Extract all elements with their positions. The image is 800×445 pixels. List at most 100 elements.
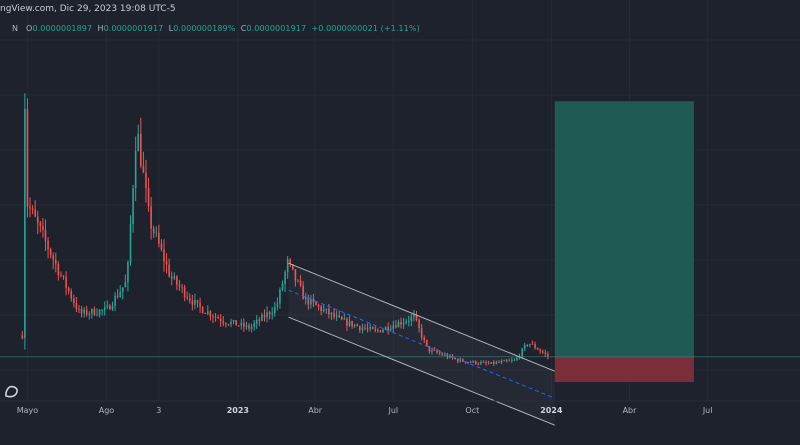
candle-body xyxy=(415,314,418,321)
x-tick-label: Oct xyxy=(465,406,479,415)
candle-body xyxy=(544,352,547,354)
ohlc-prefix: N xyxy=(12,24,19,33)
candle-body xyxy=(83,309,85,314)
candle-body xyxy=(145,172,147,188)
candle-body xyxy=(219,318,222,322)
candle-body xyxy=(304,296,307,300)
candle-body xyxy=(485,362,487,364)
candle-body xyxy=(73,298,75,304)
candle-body xyxy=(173,276,176,279)
candle-body xyxy=(201,307,204,314)
candle-body xyxy=(480,362,482,364)
candle-body xyxy=(163,249,165,262)
candle-body xyxy=(49,249,52,256)
candle-body xyxy=(441,353,444,356)
candle-body xyxy=(338,315,341,317)
candle-body xyxy=(44,229,47,241)
candle-body xyxy=(521,348,523,357)
candle-body xyxy=(325,308,328,310)
candle-body xyxy=(207,311,209,314)
candle-body xyxy=(379,330,382,333)
candle-body xyxy=(281,283,284,290)
candle-body xyxy=(160,243,163,250)
candle-body xyxy=(395,325,397,328)
candle-body xyxy=(271,313,274,315)
candle-body xyxy=(232,320,235,322)
candle-body xyxy=(474,360,477,364)
candle-body xyxy=(31,208,34,210)
candle-body xyxy=(438,352,441,354)
candle-body xyxy=(405,321,407,323)
candle-body xyxy=(114,295,116,307)
candle-body xyxy=(361,327,364,330)
candle-body xyxy=(142,166,145,173)
candle-body xyxy=(469,361,472,363)
candle-body xyxy=(243,322,245,327)
candle-body xyxy=(353,324,356,327)
candle-body xyxy=(147,187,150,207)
candle-body xyxy=(109,305,111,310)
candle-body xyxy=(374,328,377,331)
candle-body xyxy=(340,316,343,320)
candle-body xyxy=(47,240,49,250)
candle-body xyxy=(369,327,371,329)
candle-body xyxy=(29,206,31,209)
candle-body xyxy=(209,311,212,317)
candle-body xyxy=(529,343,531,346)
candle-body xyxy=(103,307,106,310)
candle-body xyxy=(21,335,24,339)
candle-body xyxy=(227,324,230,325)
candle-body xyxy=(366,328,369,330)
candle-body xyxy=(317,305,320,307)
candle-body xyxy=(348,320,351,326)
candle-body xyxy=(526,345,529,346)
ohlc-high: 0.0000001917 xyxy=(103,24,164,33)
candle-body xyxy=(96,314,98,316)
candle-body xyxy=(508,360,511,362)
candle-body xyxy=(137,133,140,151)
candle-body xyxy=(428,346,431,352)
candle-body xyxy=(346,318,348,326)
logo-icon xyxy=(5,385,18,398)
channel-lower xyxy=(288,316,555,426)
candle-body xyxy=(34,209,36,217)
candle-body xyxy=(240,322,243,326)
candle-body xyxy=(320,306,322,312)
candle-body xyxy=(328,308,330,315)
candle-body xyxy=(181,286,183,288)
candle-body xyxy=(356,324,359,327)
candle-body xyxy=(351,320,353,327)
candle-body xyxy=(423,337,426,340)
candle-body xyxy=(60,275,62,277)
candle-body xyxy=(116,295,119,297)
candle-body xyxy=(127,262,129,283)
candle-body xyxy=(436,350,438,353)
candle-body xyxy=(322,309,325,312)
x-tick-label: Mayo xyxy=(17,406,39,415)
candle-body xyxy=(302,285,304,300)
candle-body xyxy=(410,316,413,321)
candle-body xyxy=(140,133,142,167)
candle-body xyxy=(129,223,132,263)
candle-body xyxy=(155,232,158,234)
candle-body xyxy=(294,269,297,281)
candle-body xyxy=(183,287,186,298)
candle-body xyxy=(253,323,255,327)
candle-body xyxy=(191,300,194,305)
candle-body xyxy=(36,216,39,223)
candle-body xyxy=(188,298,191,301)
candle-body xyxy=(531,343,534,345)
candle-body xyxy=(248,325,250,329)
candle-body xyxy=(418,320,420,329)
candle-body xyxy=(516,357,518,360)
candle-body xyxy=(426,339,428,347)
candle-body xyxy=(276,303,279,307)
candle-body xyxy=(359,326,361,330)
candle-body xyxy=(54,259,57,264)
candle-body xyxy=(237,325,240,327)
header-text: ngView.com, Dic 29, 2023 19:08 UTC-5 xyxy=(0,4,176,14)
ohlc-low: 0.000000189% xyxy=(173,24,236,33)
candle-body xyxy=(286,259,289,273)
candle-body xyxy=(377,330,379,332)
